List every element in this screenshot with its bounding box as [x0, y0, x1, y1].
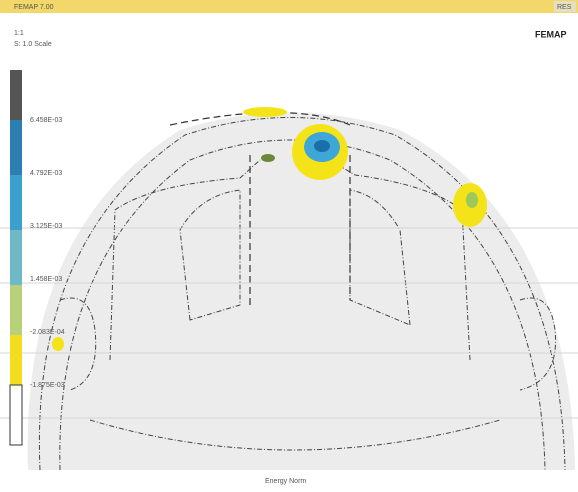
- legend-label: 1.458E-03: [30, 276, 62, 283]
- legend-label: 6.458E-03: [30, 117, 62, 124]
- corner-label: RES: [557, 4, 572, 11]
- outline-lower: [89, 419, 501, 451]
- contour-green: [261, 154, 275, 162]
- title-bar: [0, 0, 578, 13]
- outline-inner: [59, 139, 546, 471]
- info-line: S: 1.0 Scale: [14, 41, 52, 48]
- legend-labels: 6.458E-03 4.792E-03 3.125E-03 1.458E-03 -2.0…: [30, 117, 65, 389]
- legend-bar: [9, 70, 23, 446]
- ear-right: [519, 297, 557, 391]
- legend-label: -1.875E-03: [30, 382, 65, 389]
- contour-yellow: [243, 107, 287, 117]
- contour-green: [466, 192, 478, 208]
- logo: FEMAP: [535, 29, 567, 39]
- legend-label: 4.792E-03: [30, 170, 62, 177]
- legend-label: 3.125E-03: [30, 223, 62, 230]
- legend-label: -2.083E-04: [30, 329, 65, 336]
- outline-left: [109, 159, 261, 361]
- corner-box: [554, 1, 576, 12]
- footer-label: Energy Norm: [265, 478, 306, 485]
- contour-dark-blue: [314, 140, 330, 152]
- model-fill: [27, 112, 576, 470]
- contour-yellow: [52, 337, 64, 351]
- scan-lines: [0, 227, 578, 419]
- window-title: FEMAP 7.00: [14, 4, 54, 11]
- lobe-left: [179, 189, 241, 321]
- info-line: 1:1: [14, 30, 24, 37]
